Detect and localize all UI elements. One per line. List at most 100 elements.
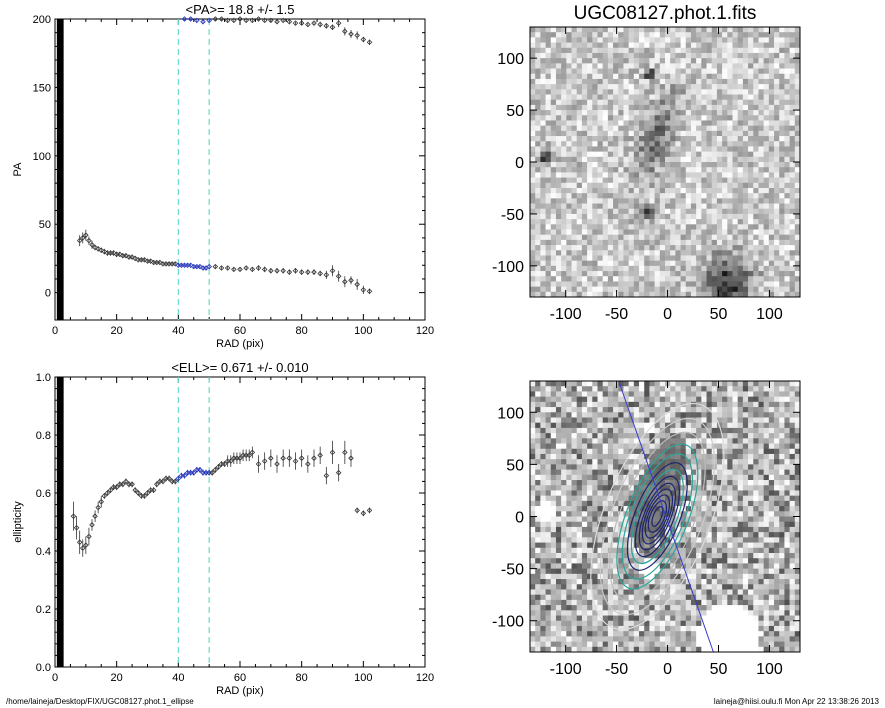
overlay-pixel [571, 506, 578, 512]
image-pixel [789, 255, 796, 261]
image-pixel [685, 94, 692, 100]
image-pixel [732, 177, 738, 184]
image-pixel [701, 213, 707, 220]
overlay-pixel [644, 453, 650, 460]
image-pixel [597, 250, 603, 256]
pa-xtick-label: 20 [111, 325, 123, 337]
overlay-pixel [607, 386, 614, 392]
image-pixel [732, 286, 738, 293]
image-pixel [727, 151, 733, 158]
image-pixel [690, 198, 697, 204]
overlay-pixel [555, 464, 562, 470]
overlay-pixel [597, 594, 603, 601]
image-pixel [592, 84, 598, 90]
image-pixel [587, 141, 593, 147]
overlay-pixel [545, 532, 552, 538]
image-pixel [670, 250, 676, 256]
overlay-pixel [654, 589, 661, 595]
image-pixel [784, 99, 790, 106]
image-pixel [716, 141, 723, 147]
pa-xtick-label: 40 [172, 325, 184, 337]
ell-point [83, 542, 89, 548]
overlay-pixel [618, 636, 624, 642]
image-pixel [633, 42, 640, 49]
image-pixel [722, 245, 728, 251]
overlay-pixel [581, 584, 588, 590]
overlay-pixel [675, 490, 681, 496]
image-pixel [555, 37, 562, 43]
overlay-pixel [659, 485, 666, 491]
overlay-pixel [633, 412, 640, 418]
overlay-pixel [618, 396, 624, 403]
image-pixel [535, 234, 541, 241]
image-pixel [732, 265, 738, 272]
overlay-pixel [592, 464, 598, 470]
image-pixel [784, 115, 790, 121]
image-pixel [555, 219, 562, 225]
image-pixel [701, 73, 707, 80]
image-pixel [555, 234, 562, 241]
overlay-pixel [540, 506, 546, 512]
overlay-pixel [675, 558, 681, 564]
overlay-pixel [535, 511, 541, 517]
overlay-pixel [602, 610, 609, 616]
pa-point [83, 232, 89, 238]
image-pixel [613, 182, 619, 189]
overlay-pixel [649, 625, 655, 632]
image-pixel [535, 219, 541, 225]
image-pixel [587, 58, 593, 64]
image-pixel [649, 99, 655, 106]
image-pixel [623, 52, 629, 59]
image-pixel [711, 260, 718, 267]
pa-point [181, 16, 188, 22]
overlay-pixel [545, 469, 552, 476]
image-pixel [742, 260, 749, 267]
image-pixel [779, 187, 785, 194]
image-pixel [722, 63, 728, 69]
image-pixel [779, 286, 785, 293]
overlay-pixel [670, 427, 676, 434]
image-pixel [613, 265, 619, 272]
image-pixel [675, 84, 681, 90]
image-pixel [784, 260, 790, 267]
ell-point [311, 455, 317, 461]
overlay-pixel [576, 511, 583, 517]
image-pixel [540, 224, 546, 230]
overlay-pixel [649, 386, 655, 392]
overlay-pixel [675, 526, 681, 533]
ell-point [335, 469, 342, 476]
image-pixel [774, 187, 780, 194]
overlay-pixel [649, 464, 655, 470]
image-pixel [607, 271, 614, 277]
overlay-pixel [623, 490, 629, 496]
overlay-pixel [665, 615, 671, 622]
image-pixel [727, 208, 733, 215]
image-pixel [706, 68, 713, 75]
overlay-pixel [587, 599, 593, 606]
overlay-pixel [597, 521, 603, 528]
image-pixel [753, 182, 759, 189]
image-pixel [587, 234, 593, 241]
image-pixel [727, 265, 733, 272]
image-pixel [748, 245, 754, 251]
ell-point [197, 467, 203, 473]
image-pixel [633, 234, 640, 241]
overlay-pixel [644, 396, 650, 403]
image-pixel [545, 224, 552, 230]
image-pixel [566, 37, 572, 43]
image-pixel [613, 193, 619, 199]
overlay-pixel [623, 631, 629, 637]
ell-point [98, 498, 105, 505]
pa-point [317, 270, 323, 277]
overlay-pixel [633, 490, 640, 496]
overlay-pixel [576, 386, 583, 392]
image-pixel [758, 125, 764, 132]
image-pixel [607, 260, 614, 267]
image-pixel [618, 198, 624, 204]
image-pixel [540, 146, 546, 152]
image-pixel [623, 130, 629, 137]
image-pixel [742, 172, 749, 178]
image-pixel [716, 177, 723, 184]
overlay-pixel [592, 506, 598, 512]
image-pixel [555, 42, 562, 49]
